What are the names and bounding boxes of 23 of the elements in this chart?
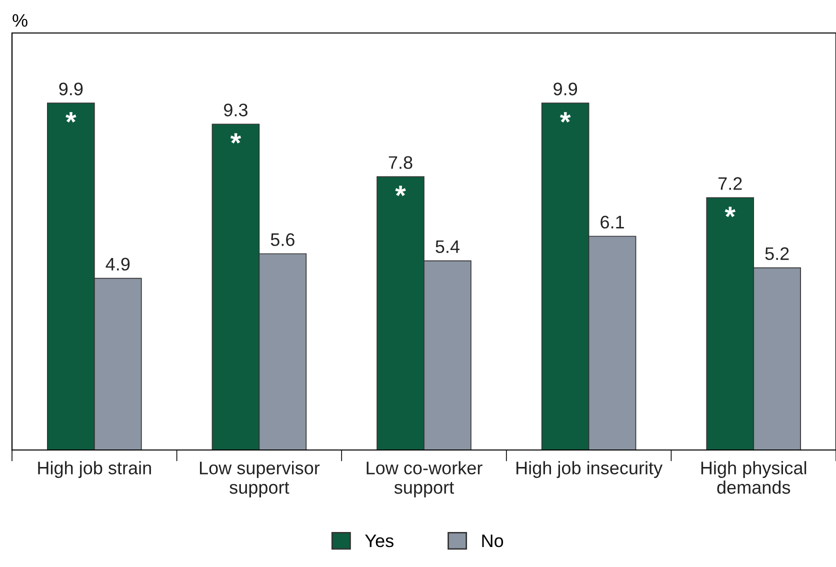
data-label: 9.3 (224, 104, 248, 116)
data-label: 6.1 (600, 216, 624, 229)
data-label: 9.9 (554, 82, 578, 96)
annotation: * (395, 186, 406, 196)
data-label: 7.2 (718, 177, 742, 190)
x-tick-label: High job strain (38, 461, 151, 478)
x-tick-label: Low supervisor support (200, 461, 320, 498)
legend-label: Yes (365, 534, 394, 548)
data-label: 9.9 (59, 82, 83, 96)
data-label: 5.4 (436, 240, 460, 254)
data-label: 4.9 (106, 258, 130, 271)
annotation: * (724, 206, 736, 218)
annotation: * (66, 112, 76, 123)
y-axis-title: % (12, 14, 28, 27)
annotation: * (230, 133, 242, 144)
data-label: 7.8 (388, 156, 412, 169)
legend-label: No (482, 534, 504, 548)
data-label: 5.2 (765, 247, 789, 260)
data-label: 5.6 (270, 233, 294, 246)
x-tick-label: High job insecurity (516, 461, 663, 478)
annotation: * (560, 112, 571, 123)
x-tick-label: Low co-worker support (366, 461, 482, 498)
x-tick-label: High physical demands (701, 461, 806, 494)
